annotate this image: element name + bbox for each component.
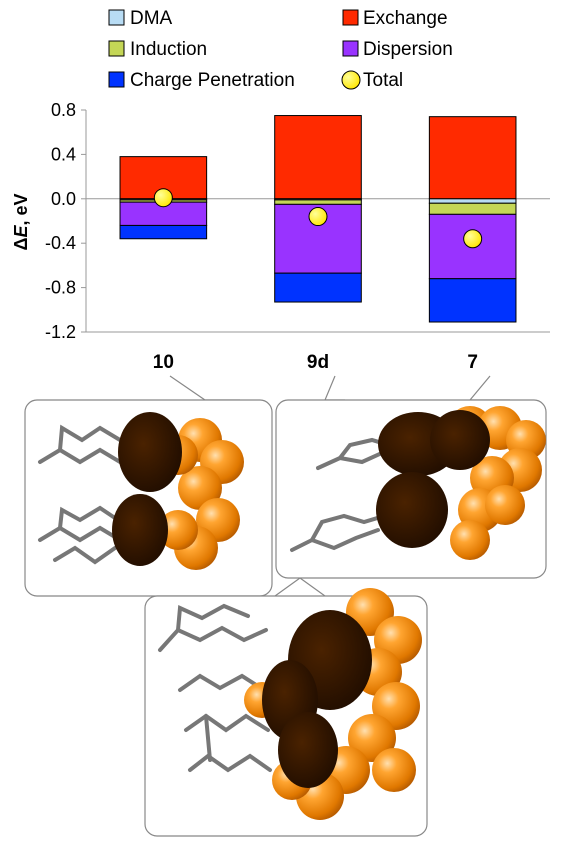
callout-10 <box>169 375 240 401</box>
legend-item-dispersion: Dispersion <box>342 39 453 60</box>
legend-label-exchange: Exchange <box>363 8 448 29</box>
y-axis-ticks: 0.8 0.4 0.0 -0.4 -0.8 -1.2 <box>45 100 87 342</box>
legend-swatch-dma <box>108 9 125 26</box>
legend-swatch-total <box>341 70 361 90</box>
y-tick-label: 0.4 <box>51 144 76 164</box>
legend-label-dispersion: Dispersion <box>363 39 453 60</box>
panel-7 <box>144 588 428 837</box>
y-axis-label-unit: , eV <box>11 194 31 226</box>
bar-segment-charge-penetration <box>274 272 362 303</box>
y-tick-label: -1.2 <box>45 322 76 342</box>
callout-7 <box>468 375 510 401</box>
legend-label-induction: Induction <box>130 39 207 60</box>
legend: DMA Exchange Induction Dispersion Charge… <box>108 8 453 91</box>
total-markers <box>153 188 483 249</box>
y-tick-label: -0.4 <box>45 233 76 253</box>
panel-7-spheres <box>244 588 422 820</box>
bar-segment-charge-penetration <box>119 224 208 240</box>
legend-item-total: Total <box>341 70 403 91</box>
panel-9d <box>275 399 547 579</box>
legend-label-charge-penetration: Charge Penetration <box>130 70 295 91</box>
bar-segment-induction <box>274 199 362 205</box>
total-marker <box>153 188 173 208</box>
y-tick-label: 0.0 <box>51 189 76 209</box>
bar-segment-charge-penetration <box>428 278 517 323</box>
molecule-panels <box>24 375 547 837</box>
y-axis-label-delta: Δ <box>11 237 31 250</box>
legend-item-exchange: Exchange <box>342 8 448 29</box>
panel-10-spheres <box>112 412 244 570</box>
y-tick-label: -0.8 <box>45 278 76 298</box>
bar-segment-exchange <box>428 116 517 200</box>
plot-area: 0.8 0.4 0.0 -0.4 -0.8 -1.2 10 9d 7 <box>45 100 550 373</box>
callout-bottom <box>274 577 326 597</box>
legend-item-charge-penetration: Charge Penetration <box>108 70 295 91</box>
bar-segment-dispersion <box>428 213 517 280</box>
legend-item-dma: DMA <box>108 8 173 29</box>
callout-9d-left <box>324 375 345 401</box>
panel-9d-spheres <box>376 406 546 560</box>
legend-swatch-induction <box>108 40 125 57</box>
y-axis-label: ΔE, eV <box>11 194 31 251</box>
panel-7-sticks <box>158 603 366 773</box>
legend-swatch-charge-penetration <box>108 71 125 88</box>
legend-label-total: Total <box>363 70 403 91</box>
y-tick-label: 0.8 <box>51 100 76 120</box>
legend-item-induction: Induction <box>108 39 207 60</box>
bar-segment-induction <box>428 202 517 215</box>
category-label: 7 <box>467 352 478 373</box>
category-label: 9d <box>307 352 329 373</box>
category-label: 10 <box>153 352 174 373</box>
total-marker <box>308 207 328 227</box>
total-marker <box>463 229 483 249</box>
category-labels: 10 9d 7 <box>153 352 478 373</box>
panel-10 <box>24 399 273 597</box>
bar-segment-exchange <box>274 115 362 200</box>
bar-segment-dma <box>428 198 517 204</box>
legend-label-dma: DMA <box>130 8 173 29</box>
bars <box>119 115 517 323</box>
legend-swatch-exchange <box>342 9 359 26</box>
y-axis-label-var: E <box>11 225 31 238</box>
legend-swatch-dispersion <box>342 40 359 57</box>
